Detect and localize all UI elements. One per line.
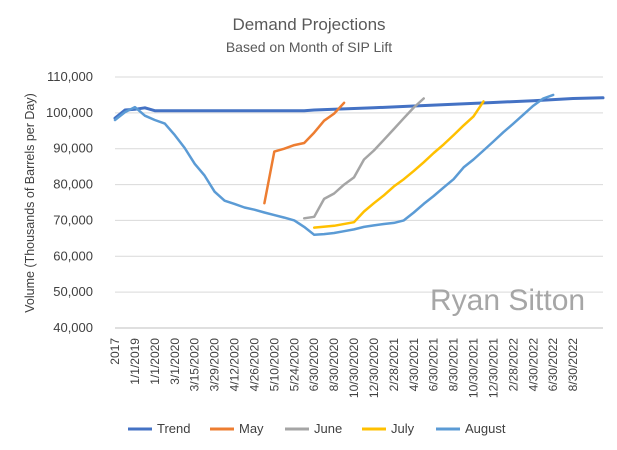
legend-label-june: June — [314, 421, 342, 436]
y-axis-label: Volume (Thousands of Barrels per Day) — [23, 93, 37, 313]
x-tick-label: 8/30/2022 — [566, 338, 580, 392]
x-tick-label: 3/15/2020 — [188, 338, 202, 392]
watermark: Ryan Sitton — [430, 284, 585, 317]
y-tick-label: 70,000 — [53, 212, 93, 227]
x-tick-label: 6/30/2020 — [307, 338, 321, 392]
x-tick-label: 1/1/2019 — [128, 338, 142, 385]
x-tick-label: 5/24/2020 — [287, 338, 301, 392]
series-line-july — [312, 100, 485, 229]
x-tick-label: 4/30/2022 — [526, 338, 540, 392]
y-axis-ticks: 40,000 50,000 60,000 70,000 80,000 90,000 100,… — [46, 69, 93, 335]
series-line-august — [113, 93, 555, 237]
x-tick-label: 8/30/2020 — [327, 338, 341, 392]
x-tick-label: 3/1/2020 — [168, 338, 182, 385]
x-tick-label: 10/30/2021 — [467, 338, 481, 398]
x-tick-label: 6/30/2021 — [427, 338, 441, 392]
x-tick-label: 5/10/2020 — [267, 338, 281, 392]
legend-label-may: May — [239, 421, 264, 436]
y-tick-label: 60,000 — [53, 248, 93, 263]
x-tick-label: 6/30/2022 — [546, 338, 560, 392]
y-tick-label: 40,000 — [53, 320, 93, 335]
x-axis: 2017 1/1/2019 1/1/2020 3/1/2020 3/15/2020 3/2… — [108, 327, 603, 398]
x-tick-label: 2017 — [108, 338, 122, 365]
series-line-may — [263, 101, 346, 205]
legend-label-august: August — [465, 421, 506, 436]
x-tick-label: 12/30/2021 — [486, 338, 500, 398]
chart-subtitle: Based on Month of SIP Lift — [226, 39, 392, 55]
series-line-trend — [113, 96, 605, 120]
y-tick-label: 90,000 — [53, 141, 93, 156]
x-tick-label: 12/30/2020 — [367, 338, 381, 398]
y-tick-label: 100,000 — [46, 105, 93, 120]
x-tick-label: 1/1/2020 — [148, 338, 162, 385]
x-tick-label: 4/12/2020 — [228, 338, 242, 392]
chart-title: Demand Projections — [232, 15, 385, 34]
series-lines — [113, 93, 605, 237]
x-tick-label: 8/30/2021 — [447, 338, 461, 392]
x-tick-label: 10/30/2020 — [347, 338, 361, 398]
legend-label-trend: Trend — [157, 421, 190, 436]
legend-label-july: July — [391, 421, 415, 436]
y-tick-label: 110,000 — [47, 69, 93, 84]
x-tick-label: 3/29/2020 — [208, 338, 222, 392]
legend: Trend May June July August — [128, 421, 506, 436]
x-tick-label: 2/28/2022 — [506, 338, 520, 392]
x-tick-label: 4/26/2020 — [247, 338, 261, 392]
x-tick-label: 4/30/2021 — [407, 338, 421, 392]
y-tick-label: 80,000 — [53, 177, 93, 192]
y-tick-label: 50,000 — [53, 284, 93, 299]
series-line-june — [302, 97, 425, 220]
x-tick-label: 2/28/2021 — [387, 338, 401, 392]
